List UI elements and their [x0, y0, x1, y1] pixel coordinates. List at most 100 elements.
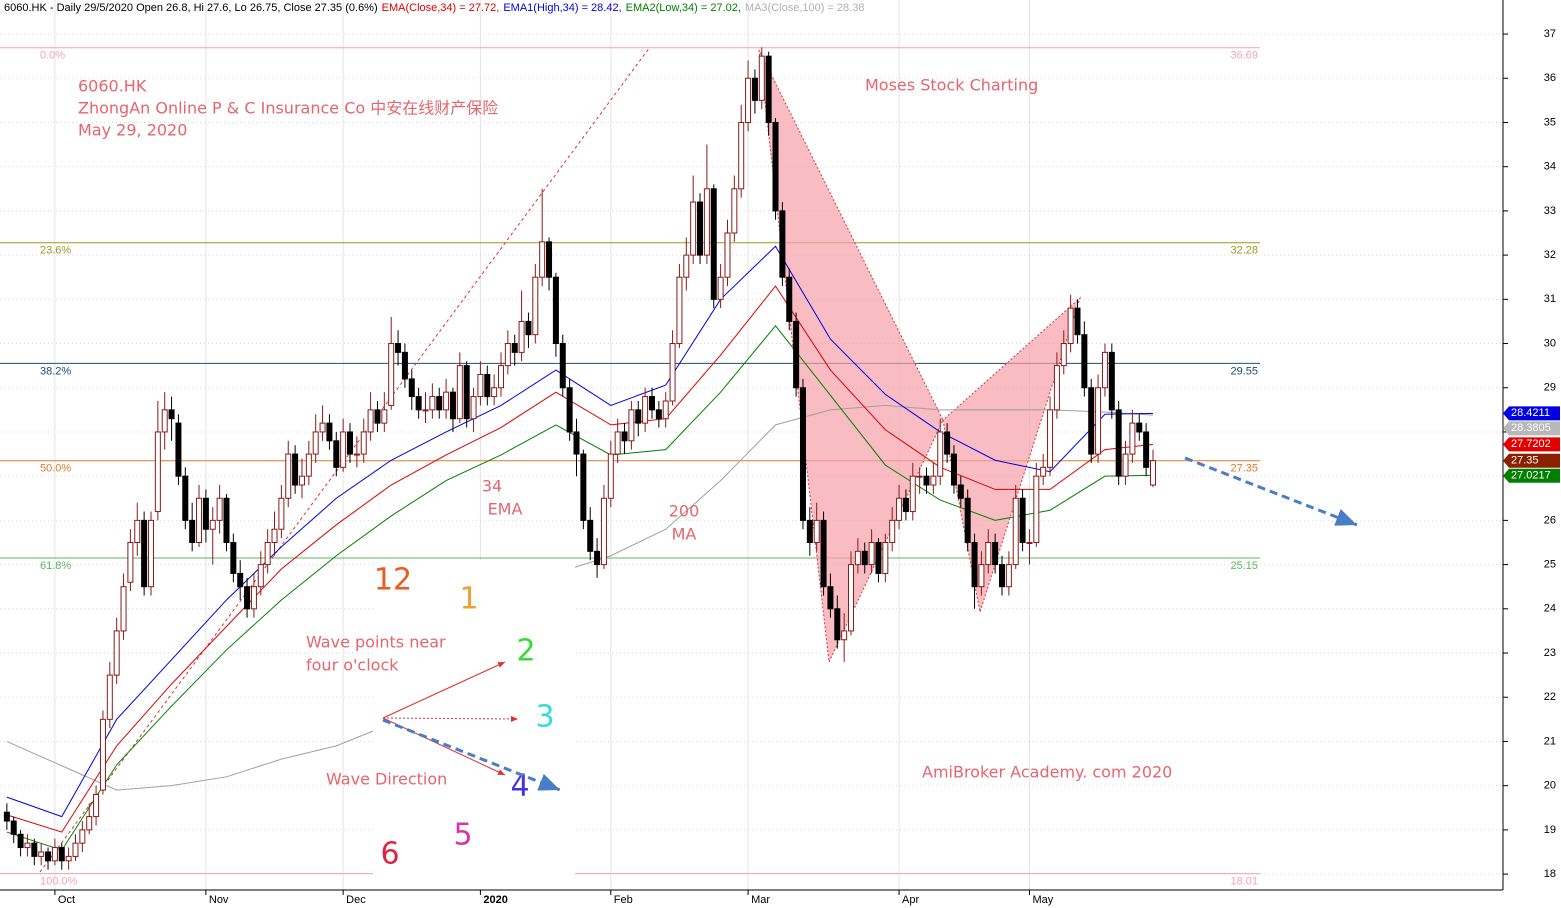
candle-body: [724, 232, 731, 278]
candle-body: [209, 519, 216, 530]
x-tick-label: Feb: [614, 894, 633, 906]
clock-panel: [373, 560, 575, 890]
indicator-lines: [6, 245, 1154, 851]
y-tick-label: 21: [1544, 735, 1556, 747]
y-tick-label: 18: [1544, 868, 1556, 880]
y-tick-label: 34: [1544, 161, 1556, 173]
candle-body: [347, 431, 354, 455]
wave-note: four o'clock: [306, 656, 399, 675]
clock-number: 2: [516, 634, 535, 669]
candle-body: [552, 276, 559, 345]
fib-label: 38.2%: [40, 365, 71, 377]
value-tag-label: 28.3805: [1511, 422, 1551, 434]
value-tag-label: 27.35: [1511, 455, 1539, 467]
candle-body: [477, 373, 484, 398]
candle-body: [120, 586, 127, 632]
y-tick-label: 31: [1544, 293, 1556, 305]
candle-body: [278, 497, 285, 530]
candle-body: [415, 396, 422, 411]
fib-value: 29.55: [1230, 365, 1258, 377]
candle-body: [127, 541, 134, 583]
candle-body: [93, 794, 100, 818]
candle-body: [511, 343, 518, 353]
candle-body: [738, 121, 745, 190]
candle-body: [31, 842, 38, 857]
clock-number: 1: [459, 582, 478, 617]
candle-body: [772, 121, 779, 212]
candle-body: [690, 201, 697, 256]
candle-body: [697, 201, 704, 256]
candle-body: [573, 431, 580, 455]
value-tag: 27.0217: [1503, 468, 1560, 483]
candle-body: [964, 497, 971, 543]
candle-body: [45, 851, 52, 862]
y-tick-label: 20: [1544, 780, 1556, 792]
candle-body: [58, 847, 65, 862]
candle-body: [1149, 460, 1156, 486]
candle-body: [642, 396, 649, 424]
candle-body: [353, 453, 360, 456]
fib-label: 50.0%: [40, 463, 71, 475]
candle-body: [999, 564, 1005, 588]
wave-arrow: [382, 715, 519, 722]
candle-body: [1136, 422, 1143, 433]
candle-body: [498, 365, 504, 389]
candle-body: [786, 276, 793, 322]
candle-body: [710, 188, 717, 300]
candle-body: [38, 851, 45, 857]
candle-body: [834, 608, 841, 641]
candle-body: [621, 431, 628, 442]
candle-body: [449, 391, 456, 420]
y-tick-label: 25: [1544, 559, 1556, 571]
candles: [3, 47, 1156, 870]
candle-body: [745, 77, 752, 123]
candle-body: [916, 475, 923, 478]
candle-body: [1005, 564, 1012, 588]
direction-arrow: [382, 718, 561, 792]
candle-body: [395, 343, 402, 353]
candle-body: [793, 320, 800, 389]
candle-body: [422, 409, 429, 412]
candle-body: [566, 387, 573, 433]
clock-number: 6: [380, 837, 399, 872]
clock-number: 5: [453, 818, 472, 853]
ticker: 6060.HK: [78, 77, 147, 96]
title-part: EMA(Close,34) = 27.72,: [382, 2, 500, 14]
candle-body: [134, 519, 141, 543]
candle-body: [333, 440, 340, 468]
candle-body: [456, 365, 463, 420]
y-tick-label: 30: [1544, 337, 1556, 349]
title-part: EMA2(Low,34) = 27.02,: [626, 2, 741, 14]
candle-body: [1115, 409, 1122, 477]
y-tick-label: 37: [1544, 28, 1556, 40]
candle-body: [868, 541, 875, 566]
y-tick-label: 32: [1544, 249, 1556, 261]
candle-body: [264, 541, 271, 566]
x-tick-label: 2020: [483, 894, 507, 906]
candle-body: [751, 77, 758, 101]
candle-body: [1067, 307, 1074, 345]
candle-body: [141, 519, 148, 588]
candle-body: [957, 484, 964, 499]
brand: Moses Stock Charting: [865, 76, 1038, 95]
candle-body: [51, 847, 58, 862]
candle-body: [285, 453, 292, 499]
candle-body: [923, 475, 930, 486]
candle-body: [147, 519, 154, 588]
candle-body: [24, 842, 31, 849]
candle-body: [1129, 422, 1136, 455]
candle-body: [717, 276, 724, 300]
candle-body: [463, 365, 470, 420]
candle-body: [992, 541, 999, 566]
candle-body: [676, 276, 683, 345]
candle-body: [648, 396, 655, 411]
candle-body: [882, 541, 889, 574]
candle-body: [1081, 334, 1088, 389]
candle-body: [669, 343, 676, 402]
candle-body: [230, 541, 237, 574]
ema-note: 34: [482, 477, 502, 496]
candle-body: [3, 811, 10, 822]
candle-body: [161, 409, 168, 433]
candle-body: [971, 541, 978, 588]
